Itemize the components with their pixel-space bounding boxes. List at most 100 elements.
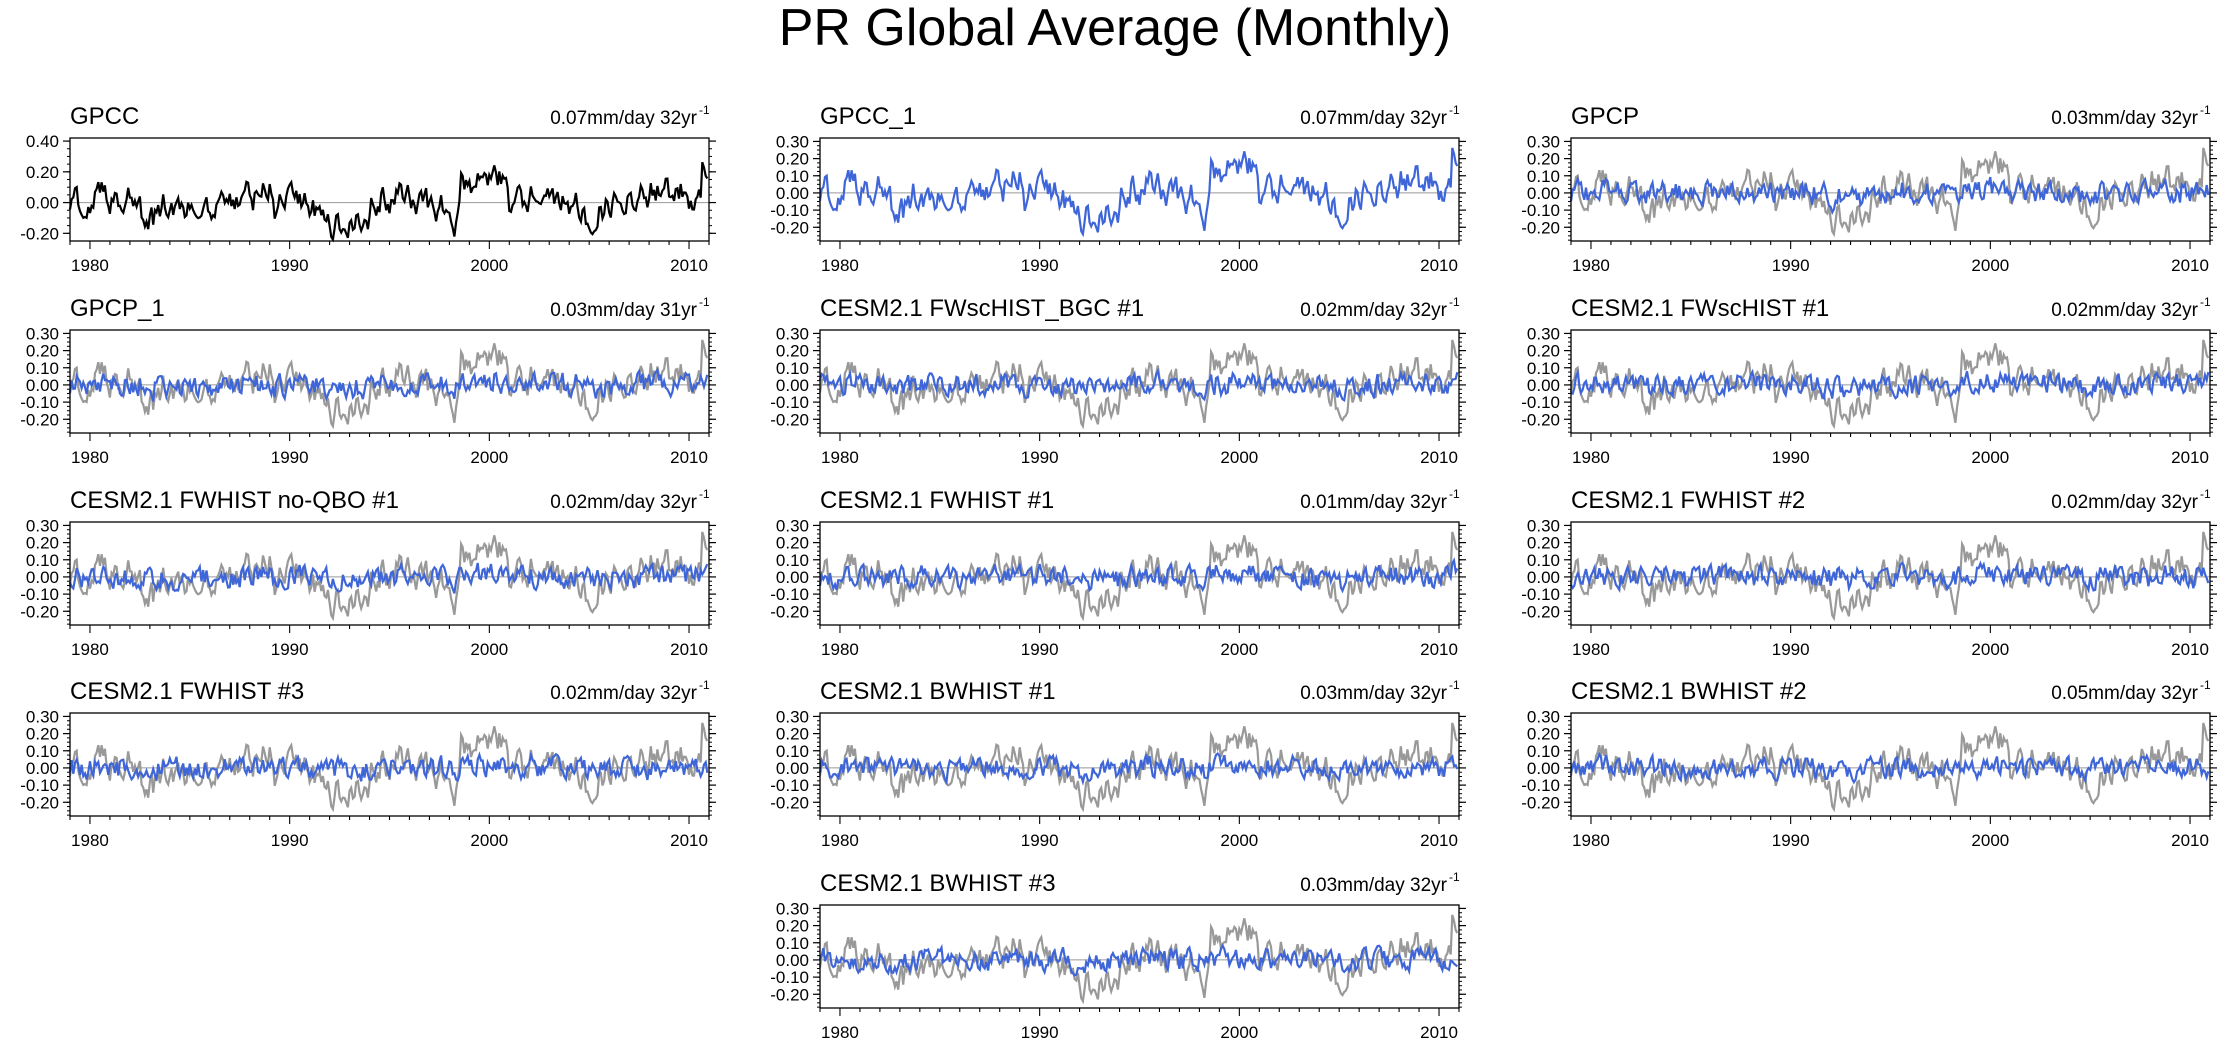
y-tick-label: 0.30 [1527,132,1560,151]
series-line [68,559,709,594]
x-tick-label: 1980 [71,640,109,659]
y-tick-label: 0.10 [776,551,809,570]
x-tick-label: 2010 [670,448,708,467]
series-line [68,751,709,783]
x-tick-label: 1990 [271,831,309,850]
y-tick-label: 0.10 [776,742,809,761]
y-tick-label: 0.10 [776,167,809,186]
x-tick-label: 2010 [1420,256,1458,275]
y-tick-label: -0.20 [1521,410,1560,429]
panel-trend-exponent: -1 [2200,295,2211,309]
panel-trend-exponent: -1 [1449,678,1460,692]
panel-9: CESM2.1 FWHIST #3 0.02mm/day 32yr -10.300.… [20,678,716,850]
x-tick-label: 1990 [1772,448,1810,467]
x-tick-label: 1990 [271,256,309,275]
y-tick-label: -0.10 [20,585,59,604]
panel-trend-exponent: -1 [699,678,710,692]
y-tick-label: -0.10 [20,776,59,795]
y-tick-label: 0.30 [1527,516,1560,535]
panel-title: CESM2.1 FWHIST #2 [1571,487,1805,514]
y-tick-label: -0.10 [1521,585,1560,604]
x-tick-label: 2000 [1971,256,2009,275]
y-tick-label: 0.10 [26,551,59,570]
y-tick-label: 0.10 [1527,167,1560,186]
series-line [818,557,1459,594]
x-tick-label: 1990 [271,448,309,467]
y-tick-label: 0.00 [1527,568,1560,587]
x-tick-label: 2010 [2171,448,2209,467]
y-tick-label: 0.30 [26,707,59,726]
x-tick-label: 2000 [470,640,508,659]
series-line [818,943,1459,977]
y-tick-label: 0.20 [26,534,59,553]
y-tick-label: -0.20 [1521,218,1560,237]
panel-title: GPCP [1571,103,1639,130]
panel-2: GPCP 0.03mm/day 32yr -10.300.200.100.00-0.… [1521,103,2217,275]
y-tick-label: 0.00 [1527,376,1560,395]
x-tick-label: 1980 [821,256,859,275]
x-tick-label: 2010 [670,831,708,850]
panel-7: CESM2.1 FWHIST #1 0.01mm/day 32yr -10.300.… [770,487,1466,659]
x-tick-label: 1990 [1772,256,1810,275]
panel-trend-exponent: -1 [2200,678,2211,692]
y-tick-label: 0.20 [1527,150,1560,169]
y-tick-label: -0.10 [770,393,809,412]
panel-trend: 0.01mm/day 32yr [1300,492,1447,513]
x-tick-label: 1980 [71,831,109,850]
y-tick-label: 0.20 [26,342,59,361]
panel-trend-exponent: -1 [1449,487,1460,501]
x-tick-label: 2000 [1971,448,2009,467]
panel-trend: 0.05mm/day 32yr [2051,683,2198,704]
x-tick-label: 2010 [1420,640,1458,659]
panel-title: GPCC_1 [820,103,916,130]
y-tick-label: 0.30 [26,324,59,343]
y-tick-label: 0.00 [26,376,59,395]
y-tick-label: -0.20 [20,224,59,243]
y-tick-label: 0.30 [776,516,809,535]
series-line [1569,751,2210,785]
series-line [1570,560,2210,594]
y-tick-label: 0.10 [776,359,809,378]
y-tick-label: 0.00 [26,759,59,778]
x-tick-label: 2000 [470,831,508,850]
panel-title: CESM2.1 FWHIST no-QBO #1 [70,487,399,514]
y-tick-label: 0.30 [1527,324,1560,343]
y-tick-label: -0.20 [20,602,59,621]
panel-3: GPCP_1 0.03mm/day 31yr -10.300.200.100.00-… [20,295,716,467]
y-tick-label: 0.20 [776,917,809,936]
y-tick-label: -0.20 [770,602,809,621]
y-tick-label: -0.20 [770,985,809,1004]
panel-trend: 0.02mm/day 32yr [550,683,697,704]
y-tick-label: 0.10 [1527,551,1560,570]
x-tick-label: 2010 [2171,831,2209,850]
reference-series-line [818,531,1459,622]
x-tick-label: 1990 [1021,448,1059,467]
panel-trend-exponent: -1 [2200,487,2211,501]
y-tick-label: 0.00 [776,376,809,395]
panel-trend-exponent: -1 [1449,103,1460,117]
x-tick-label: 2000 [470,448,508,467]
panel-title: GPCP_1 [70,295,165,322]
panel-5: CESM2.1 FWscHIST #1 0.02mm/day 32yr -1 0.30… [1521,295,2217,467]
x-tick-label: 1990 [271,640,309,659]
y-tick-label: 0.00 [776,568,809,587]
panel-title: CESM2.1 FWscHIST_BGC #1 [820,295,1144,322]
x-tick-label: 1990 [1772,831,1810,850]
x-tick-label: 1980 [71,256,109,275]
y-tick-label: -0.10 [770,776,809,795]
y-tick-label: -0.10 [770,968,809,987]
series-line [818,147,1459,238]
plot-frame [69,137,710,242]
y-tick-label: 0.00 [776,184,809,203]
reference-series-line [1569,147,2210,238]
x-tick-label: 1990 [1021,1023,1059,1042]
series-line [68,367,709,403]
y-tick-label: 0.00 [776,951,809,970]
y-tick-label: -0.10 [770,201,809,220]
panel-1: GPCC_1 0.07mm/day 32yr -10.300.200.100.00-… [770,103,1466,275]
chart-title: PR Global Average (Monthly) [778,0,1452,57]
panel-0: GPCC 0.07mm/day 32yr -1 0.40 0.20 0.00 -0.20 19… [20,103,716,275]
x-tick-label: 1980 [71,448,109,467]
x-tick-label: 2010 [1420,831,1458,850]
y-tick-label: -0.10 [20,393,59,412]
